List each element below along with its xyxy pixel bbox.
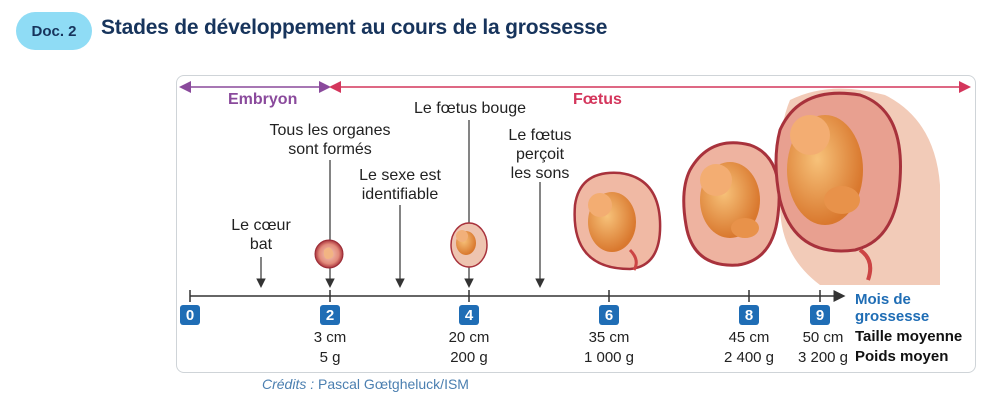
event-label-coeur: Le cœur bat <box>231 217 291 253</box>
credits: Crédits : Pascal Gœtgheluck/ISM <box>262 376 469 392</box>
axis-tick-8: 8 <box>739 305 759 325</box>
size-value: 20 cm <box>448 329 490 346</box>
weight-value: 3 200 g <box>797 349 849 366</box>
axis-tick-2: 2 <box>320 305 340 325</box>
weight-value: 1 000 g <box>583 349 635 366</box>
page-title: Stades de développement au cours de la g… <box>101 16 608 39</box>
weight-legend: Poids moyen <box>855 348 949 365</box>
size-value: 50 cm <box>802 329 844 346</box>
embryo-label: Embryon <box>228 91 298 108</box>
fetus-label: Fœtus <box>573 91 622 108</box>
size-value: 35 cm <box>588 329 630 346</box>
measure-month-6: 35 cm 1 000 g <box>569 328 649 368</box>
months-legend: Mois de grossesse <box>855 291 930 325</box>
fetus-month-8-illustration <box>682 141 781 267</box>
size-value: 3 cm <box>313 329 347 346</box>
fetus-month-6-illustration <box>573 171 662 271</box>
measure-month-4: 20 cm 200 g <box>429 328 509 368</box>
measure-month-2: 3 cm 5 g <box>290 328 370 368</box>
event-label-bouge: Le fœtus bouge <box>413 100 527 117</box>
fetus-month-4-illustration <box>450 222 488 268</box>
weight-value: 2 400 g <box>723 349 775 366</box>
measure-month-9: 50 cm 3 200 g <box>783 328 863 368</box>
axis-tick-4: 4 <box>459 305 479 325</box>
size-legend: Taille moyenne <box>855 328 963 345</box>
event-label-organes: Tous les organes sont formés <box>269 122 391 158</box>
axis-tick-0: 0 <box>180 305 200 325</box>
credits-author: Pascal Gœtgheluck/ISM <box>318 376 469 392</box>
measure-month-8: 45 cm 2 400 g <box>709 328 789 368</box>
event-label-sexe: Le sexe est identifiable <box>359 167 441 203</box>
axis-tick-9: 9 <box>810 305 830 325</box>
axis-tick-6: 6 <box>599 305 619 325</box>
weight-value: 200 g <box>450 349 488 366</box>
doc-badge: Doc. 2 <box>16 12 92 50</box>
embryo-month-2-illustration <box>314 239 344 269</box>
credits-label: Crédits : <box>262 376 315 392</box>
weight-value: 5 g <box>319 349 341 366</box>
fetus-month-9-illustration <box>774 88 940 285</box>
size-value: 45 cm <box>728 329 770 346</box>
event-label-sons: Le fœtus perçoit les sons <box>508 127 572 182</box>
